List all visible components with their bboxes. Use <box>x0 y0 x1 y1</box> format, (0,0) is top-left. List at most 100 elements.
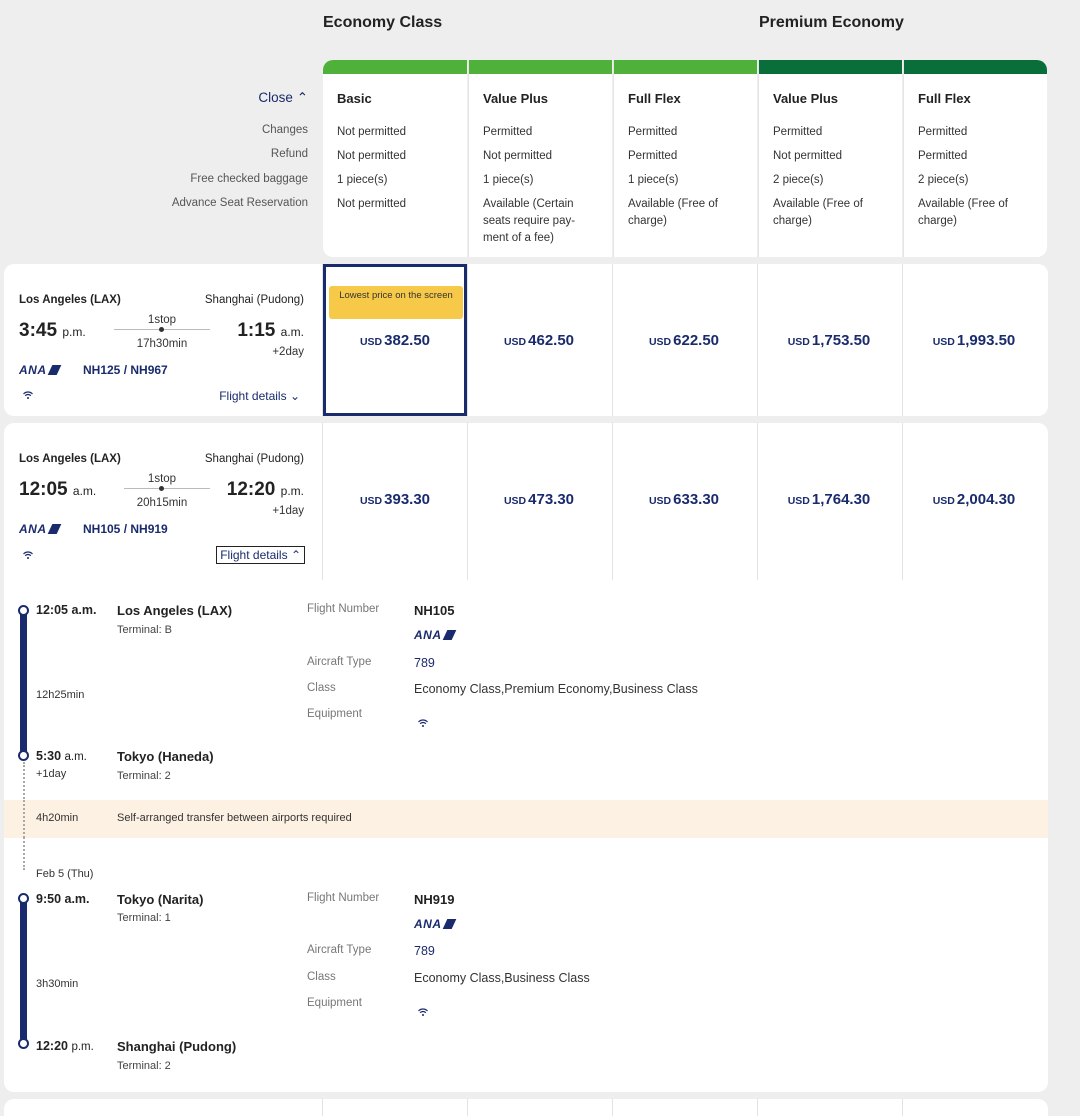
stop-dot <box>159 327 164 332</box>
label-flight-number: Flight Number <box>307 892 380 904</box>
transfer-notice: 4h20min Self-arranged transfer between a… <box>4 800 1048 838</box>
transfer-dotted-line <box>23 800 25 838</box>
fare-changes: Permitted <box>918 126 968 138</box>
fare-column-value-plus-economy: Value Plus Permitted Not permitted 1 pie… <box>468 60 612 257</box>
price-value-plus-economy[interactable]: USD 462.50 <box>503 332 575 349</box>
label-aircraft-type: Aircraft Type <box>307 944 372 956</box>
economy-color-bar <box>469 60 612 74</box>
destination-airport: Shanghai (Pudong) <box>204 453 304 465</box>
price-value-plus-economy[interactable]: USD 473.30 <box>503 491 575 508</box>
fare-seat: Available (Free of charge) <box>773 198 863 227</box>
price-basic[interactable]: USD 393.30 <box>359 491 431 508</box>
segment-bar <box>20 606 27 756</box>
ana-logo: ANA <box>414 628 454 642</box>
price-basic[interactable]: USD 382.50 <box>359 332 431 349</box>
fare-refund: Not permitted <box>337 150 407 162</box>
arrival-time: 12:20 p.m. <box>226 479 304 500</box>
origin-airport: Los Angeles (LAX) <box>19 453 121 465</box>
transfer-duration: 4h20min <box>36 812 79 824</box>
value-class: Economy Class,Business Class <box>414 971 590 985</box>
flight-row-2: Los Angeles (LAX) Shanghai (Pudong) 12:0… <box>4 423 1048 580</box>
premium-economy-heading: Premium Economy <box>759 14 904 31</box>
price-full-flex-premium[interactable]: USD 2,004.30 <box>932 491 1016 508</box>
segment-duration: 3h30min <box>36 978 79 990</box>
fare-column-full-flex-premium: Full Flex Permitted Permitted 2 piece(s)… <box>903 60 1047 257</box>
value-class: Economy Class,Premium Economy,Business C… <box>414 682 698 696</box>
fare-seat: Not permitted <box>337 198 407 210</box>
divider <box>467 264 468 416</box>
chevron-up-icon: ⌃ <box>290 548 301 562</box>
divider <box>322 423 323 580</box>
destination-airport: Shanghai (Pudong) <box>204 294 304 306</box>
chevron-up-icon: ⌃ <box>296 90 308 105</box>
divider <box>902 423 903 580</box>
selected-fare-cell[interactable]: Lowest price on the screen <box>323 264 467 416</box>
label-equipment: Equipment <box>307 997 362 1009</box>
segment-bar <box>20 894 27 1044</box>
economy-color-bar <box>614 60 757 74</box>
fare-name: Value Plus <box>483 91 549 106</box>
fare-baggage: 1 piece(s) <box>483 174 534 186</box>
wifi-icon <box>23 551 33 559</box>
segment-arrival-offset: +1day <box>36 768 67 780</box>
fare-refund: Not permitted <box>773 150 843 162</box>
divider <box>757 423 758 580</box>
price-full-flex-economy[interactable]: USD 622.50 <box>648 332 720 349</box>
duration: 17h30min <box>136 338 188 350</box>
fare-name: Value Plus <box>773 91 839 106</box>
close-fare-details-button[interactable]: Close ⌃ <box>258 90 308 105</box>
flight-row-3-partial <box>4 1099 1048 1116</box>
divider <box>467 1099 468 1116</box>
ana-logo: ANA <box>19 522 59 536</box>
day-offset: +2day <box>272 346 304 358</box>
origin-airport: Los Angeles (LAX) <box>19 294 121 306</box>
value-flight-number: NH919 <box>414 892 455 907</box>
wifi-icon <box>418 1008 428 1016</box>
wifi-icon <box>418 719 428 727</box>
row-label-baggage: Free checked baggage <box>190 173 308 185</box>
day-offset: +1day <box>272 505 304 517</box>
arrival-time: 1:15 a.m. <box>237 320 304 341</box>
fare-changes: Permitted <box>628 126 678 138</box>
wifi-icon <box>23 391 33 399</box>
price-full-flex-economy[interactable]: USD 633.30 <box>648 491 720 508</box>
segment-departure-terminal: Terminal: B <box>117 624 173 636</box>
ana-logo: ANA <box>414 917 454 931</box>
ana-logo: ANA <box>19 363 59 377</box>
value-aircraft-type: 789 <box>414 944 435 958</box>
price-value-plus-premium[interactable]: USD 1,753.50 <box>787 332 871 349</box>
fare-baggage: 2 piece(s) <box>918 174 969 186</box>
segment-duration: 12h25min <box>36 689 85 701</box>
divider <box>322 1099 323 1116</box>
fare-refund: Permitted <box>918 150 968 162</box>
divider <box>902 1099 903 1116</box>
segment-arrival-time: 12:20 p.m. <box>36 1039 94 1053</box>
segment-arrival-terminal: Terminal: 2 <box>117 770 171 782</box>
fare-changes: Permitted <box>483 126 533 138</box>
departure-time: 12:05 a.m. <box>19 479 97 500</box>
divider <box>757 264 758 416</box>
stops: 1stop <box>147 473 177 485</box>
premium-color-bar <box>904 60 1047 74</box>
fare-seat: Available (Free of charge) <box>628 198 718 227</box>
flight-details-toggle[interactable]: Flight details ⌄ <box>219 389 300 403</box>
price-full-flex-premium[interactable]: USD 1,993.50 <box>932 332 1016 349</box>
price-value-plus-premium[interactable]: USD 1,764.30 <box>787 491 871 508</box>
divider <box>757 1099 758 1116</box>
fare-refund: Permitted <box>628 150 678 162</box>
duration: 20h15min <box>136 497 188 509</box>
departure-time: 3:45 p.m. <box>19 320 86 341</box>
row-label-changes: Changes <box>261 124 308 136</box>
row-label-seat: Advance Seat Reservation <box>171 197 308 209</box>
fare-refund: Not permitted <box>483 150 553 162</box>
segment-arrival-time: 5:30 a.m. <box>36 749 87 763</box>
chevron-down-icon: ⌄ <box>289 389 300 403</box>
segment-departure-terminal: Terminal: 1 <box>117 912 171 924</box>
flight-details-toggle[interactable]: Flight details ⌃ <box>216 546 305 564</box>
segment-arrival-city: Tokyo (Haneda) <box>117 749 214 764</box>
fare-column-value-plus-premium: Value Plus Permitted Not permitted 2 pie… <box>758 60 902 257</box>
departure-dot <box>18 893 29 904</box>
lowest-price-badge: Lowest price on the screen <box>329 286 463 319</box>
segment-departure-time: 9:50 a.m. <box>36 892 90 906</box>
segment-date: Feb 5 (Thu) <box>36 868 94 880</box>
